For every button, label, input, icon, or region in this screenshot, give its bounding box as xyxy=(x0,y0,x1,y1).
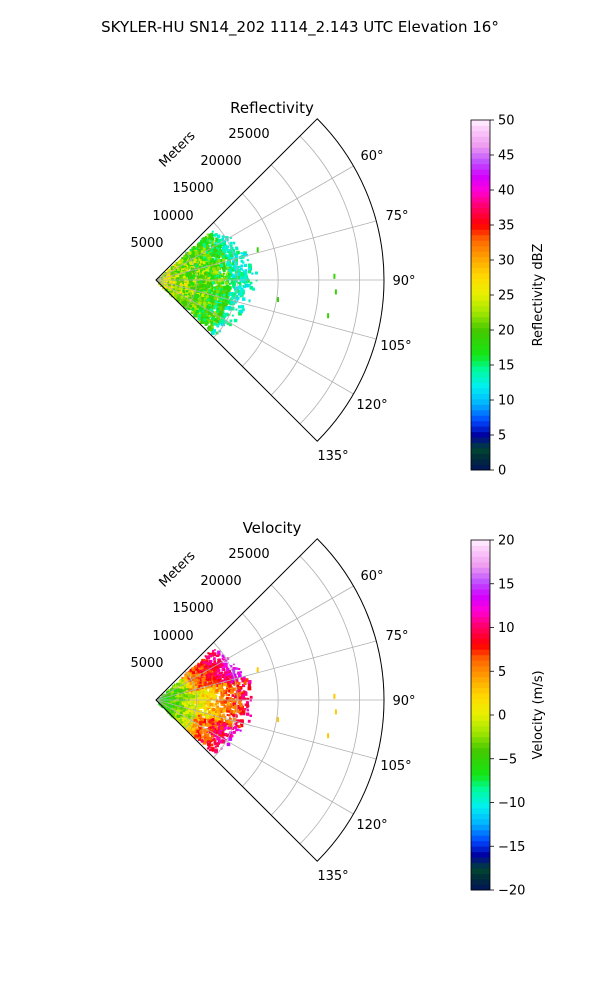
colorbar-tick-label: 40 xyxy=(498,184,515,199)
grid-spoke xyxy=(155,699,377,760)
colorbar-tick-label: 45 xyxy=(498,149,515,164)
panel-title: Velocity xyxy=(243,519,302,537)
angle-tick-label: 90° xyxy=(392,274,415,289)
radial-tick-label: 15000 xyxy=(172,601,213,616)
radar-field xyxy=(158,230,337,335)
angle-tick-label: 105° xyxy=(380,759,411,774)
angle-tick-label: 135° xyxy=(317,449,348,464)
colorbar-tick-label: 10 xyxy=(498,394,515,409)
radial-tick-label: 25000 xyxy=(228,127,269,142)
colorbar-tick-label: 20 xyxy=(498,324,515,339)
colorbar-tick-label: 15 xyxy=(498,359,515,374)
angle-tick-label: 135° xyxy=(317,869,348,884)
radial-axis-label: Meters xyxy=(157,548,199,590)
colorbar-tick-label: 35 xyxy=(498,219,515,234)
colorbar-tick-label: 5 xyxy=(498,429,506,444)
radial-tick-label: 5000 xyxy=(130,236,163,251)
grid-spoke xyxy=(155,279,354,395)
radial-tick-label: 5000 xyxy=(130,656,163,671)
angle-tick-label: 90° xyxy=(392,694,415,709)
sector-outline xyxy=(155,118,385,442)
colorbar-tick-label: −5 xyxy=(498,752,517,767)
angle-tick-label: 105° xyxy=(380,339,411,354)
grid-spoke xyxy=(155,640,377,701)
colorbar-tick-label: −10 xyxy=(498,796,525,811)
panel-velocity: Velocity 5000 10000 15000 20000 25000 Meters 60… xyxy=(130,519,546,899)
panels: Reflectivity500010000150002000025000Mete… xyxy=(130,99,546,899)
figure-title: SKYLER-HU SN14_202 1114_2.143 UTC Elevat… xyxy=(101,18,499,37)
grid-spoke xyxy=(155,699,354,815)
grid-spoke xyxy=(155,279,377,340)
radial-axis-label: Meters xyxy=(157,128,199,170)
polar-grid xyxy=(155,555,384,862)
colorbar-tick-label: −20 xyxy=(498,884,525,899)
colorbar-tick-label: 15 xyxy=(498,577,515,592)
colorbar-tick-label: 30 xyxy=(498,254,515,269)
grid-spoke xyxy=(155,585,354,701)
radial-tick-label: 20000 xyxy=(200,574,241,589)
angle-tick-label: 75° xyxy=(385,629,408,644)
sector-outline xyxy=(155,538,385,862)
angle-tick-label: 60° xyxy=(360,149,383,164)
colorbar-tick-label: 50 xyxy=(498,114,515,129)
colorbar-label: Velocity (m/s) xyxy=(531,670,546,759)
radial-tick-label: 10000 xyxy=(152,209,193,224)
colorbar-tick-label: 10 xyxy=(498,621,515,636)
colorbar: 20 15 10 5 0 −5 −10 −15 −20 Velocity (m/s) xyxy=(470,534,546,899)
angle-tick-label: 60° xyxy=(360,569,383,584)
grid-spoke xyxy=(155,165,354,281)
colorbar-tick-label: 0 xyxy=(498,709,506,724)
grid-spoke xyxy=(155,220,377,281)
radial-tick-label: 10000 xyxy=(152,629,193,644)
panel-reflectivity: Reflectivity 5000 10000 15000 20000 25000 Mete… xyxy=(130,99,546,479)
colorbar-tick-label: 5 xyxy=(498,665,506,680)
colorbar-tick-label: −15 xyxy=(498,840,525,855)
colorbar-tick-label: 0 xyxy=(498,464,506,479)
angle-tick-label: 75° xyxy=(385,209,408,224)
radial-tick-label: 25000 xyxy=(228,547,269,562)
radial-tick-label: 15000 xyxy=(172,181,213,196)
panel-title: Reflectivity xyxy=(230,99,314,117)
radar-field xyxy=(158,649,337,754)
angle-tick-label: 120° xyxy=(356,398,387,413)
radial-tick-label: 20000 xyxy=(200,154,241,169)
colorbar-label: Reflectivity dBZ xyxy=(531,244,546,347)
colorbar: 0 5 10 15 20 25 30 35 40 45 50 Reflectivity dBZ xyxy=(470,114,546,479)
angle-tick-label: 120° xyxy=(356,818,387,833)
colorbar-tick-label: 20 xyxy=(498,534,515,549)
colorbar-tick-label: 25 xyxy=(498,289,515,304)
